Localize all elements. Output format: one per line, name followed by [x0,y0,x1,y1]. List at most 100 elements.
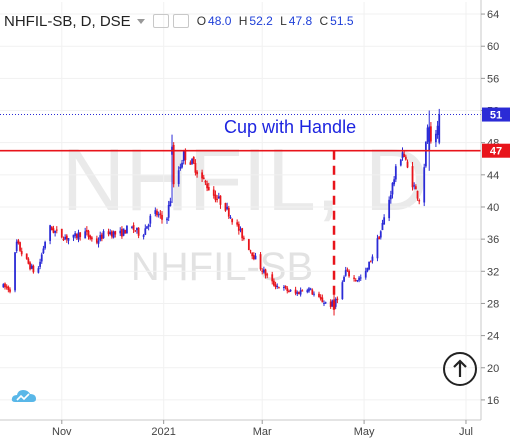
candle [159,210,162,219]
candle-body [102,231,105,239]
candle [378,235,381,240]
candle-body [124,230,127,234]
candle [429,122,432,144]
candle [142,233,145,240]
candle [44,240,46,250]
candle-body [112,231,115,238]
candle-body [5,286,8,288]
candle [126,225,128,234]
candle [102,229,105,239]
candle-body [65,235,68,240]
candle-body [354,280,357,282]
candle [353,275,355,282]
candle [95,235,98,245]
candle [356,279,359,283]
candle-body [424,142,427,167]
candle [161,211,163,224]
candle [167,200,170,222]
candle-body [40,254,43,262]
candle [50,226,53,231]
candle-body [321,297,324,303]
open-label: O [196,14,207,28]
candle [262,266,265,274]
candle [55,226,58,234]
candle [40,252,43,264]
candle [121,226,123,239]
candle-body [283,287,285,289]
candle [336,296,339,304]
candle-body [378,236,381,240]
candle-body [324,302,327,304]
price-axis-tick-label: 16 [487,395,499,407]
candle [5,284,8,290]
candle-body [323,302,325,304]
candle [214,190,217,203]
eye-icon[interactable] [152,14,169,28]
candle-body [276,285,279,287]
candle [157,211,160,218]
price-axis-tick-label: 56 [487,73,499,85]
candle [306,288,309,294]
candle-body [27,258,30,264]
time-axis-tick-label: May [354,426,375,438]
arrow-up-circle-icon[interactable] [443,352,477,386]
candle-body [64,236,67,240]
candle-body [274,284,277,288]
level-price-tag: 47 [482,143,510,158]
candle [436,120,439,139]
high-value: 52.2 [249,14,273,28]
candle [286,286,289,294]
candle [369,260,372,263]
price-axis-tick-label: 40 [487,202,499,214]
candle-body [394,166,397,180]
candle-body [429,126,432,142]
candle-body [132,225,135,230]
candle-body [286,287,289,292]
candle [224,202,227,212]
settings-icon[interactable] [172,14,189,28]
candle [156,208,158,218]
candle [418,198,421,205]
candle [403,151,406,158]
candle [323,300,325,307]
candle [75,233,78,241]
candle [119,227,122,237]
candle [29,261,31,271]
candle [177,166,180,187]
candle-body [389,194,392,200]
candle [216,195,219,203]
candle [85,226,88,236]
candle-body [4,283,6,288]
candle-body [107,231,110,235]
candle-body [289,290,292,292]
candle [283,285,285,291]
candle-body [17,240,20,244]
candle-body [97,241,100,244]
candle-body [157,214,160,216]
candle-body [161,214,163,220]
candle [52,225,55,234]
candle [206,180,208,192]
candle-body [343,276,345,282]
candle [239,226,242,233]
candle-body [20,251,23,255]
candle-body [14,252,16,291]
candle-body [344,270,347,276]
candle [84,227,87,239]
candle-body [404,156,407,160]
symbol-title[interactable]: NHFIL-SB, D, DSE [4,12,131,30]
candle [231,218,234,225]
candle-body [249,250,252,252]
candle-body [359,277,362,279]
candle-body [100,234,103,240]
candle-body [259,254,262,270]
candle-body [84,231,87,239]
chart-legend-header: NHFIL-SB, D, DSE O 48.0 H 52.2 L 47.8 C 51.5 [4,11,358,31]
candle [324,301,327,304]
candle-body [435,133,437,143]
candle [122,228,125,237]
candle [394,164,397,183]
chevron-down-icon[interactable] [136,18,145,24]
cloud-logo-icon[interactable] [11,387,37,405]
